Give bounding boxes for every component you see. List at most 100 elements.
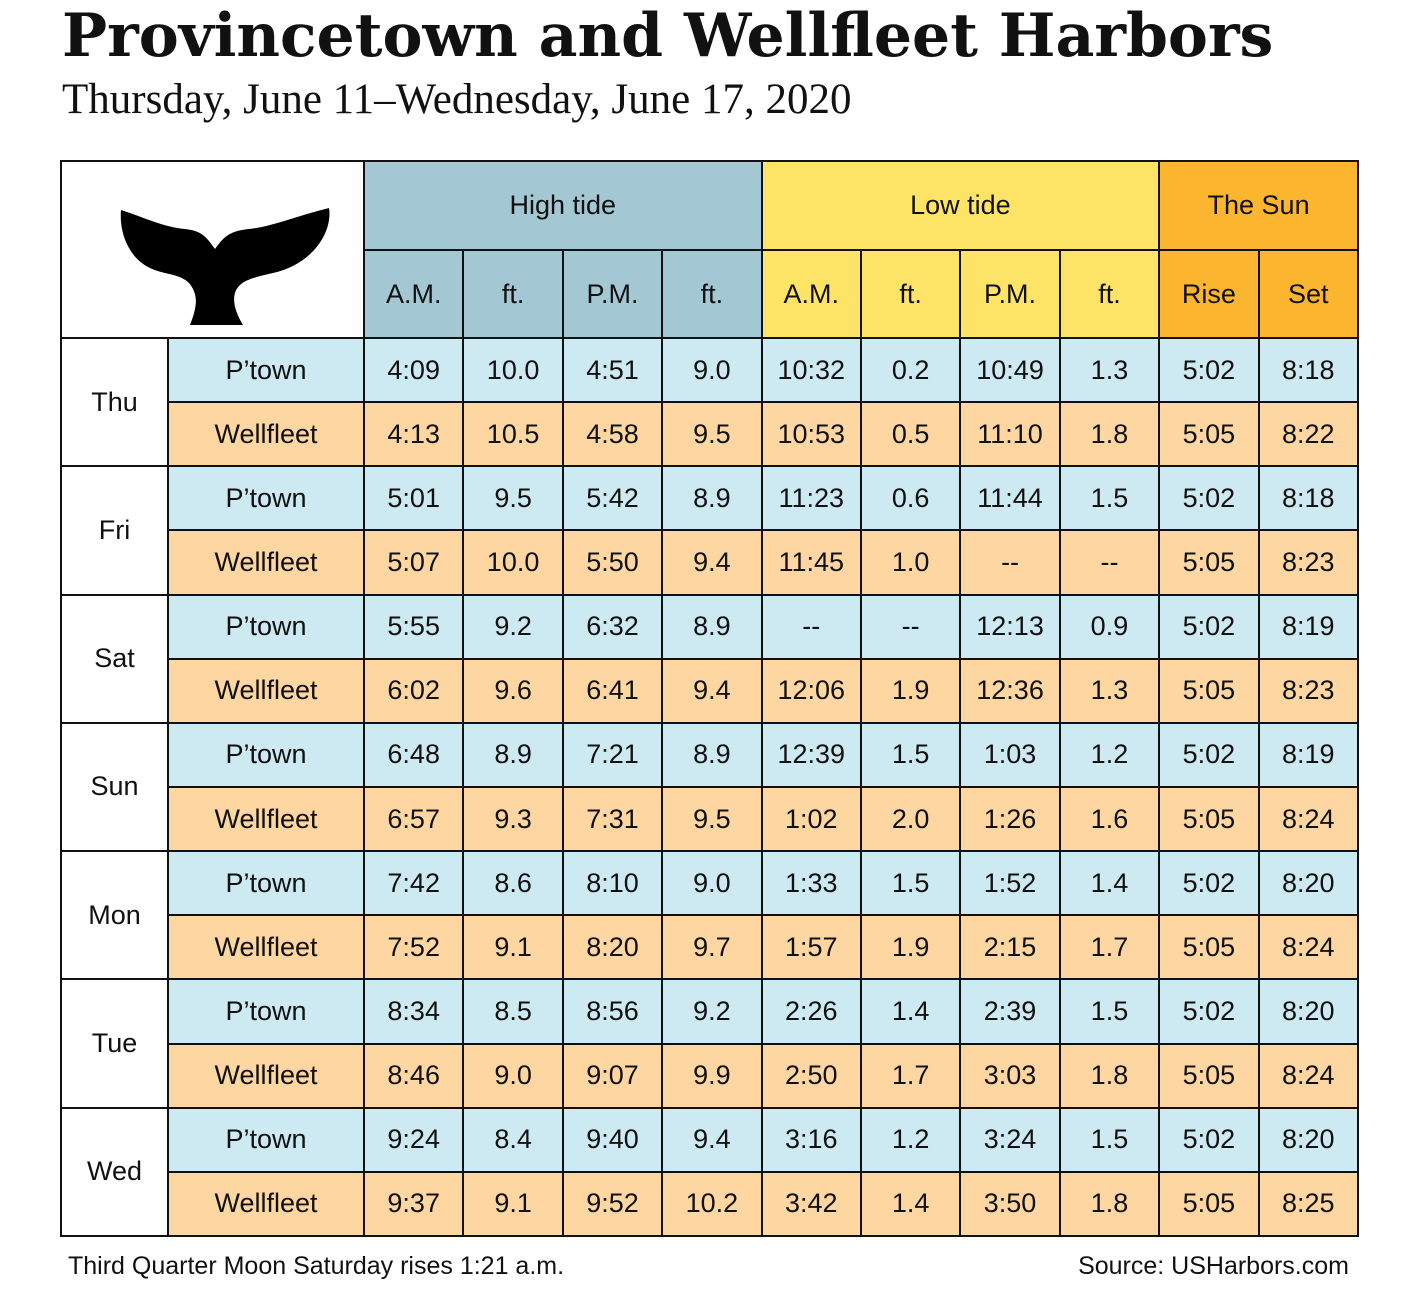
low-pm-ft-cell: 0.9 bbox=[1058, 593, 1161, 660]
low-pm-cell: 3:24 bbox=[959, 1106, 1061, 1173]
source-credit: Source: USHarbors.com bbox=[1078, 1252, 1349, 1280]
sunset-header: Set bbox=[1257, 249, 1359, 339]
high-pm-cell: 5:50 bbox=[561, 529, 664, 596]
high-pm-cell: 7:21 bbox=[561, 721, 664, 788]
low-am-cell: -- bbox=[760, 593, 862, 660]
table-row: Mon P’town 7:42 8.6 8:10 9.0 1:33 1.5 1:52 1.4 5:0… bbox=[60, 850, 1359, 981]
low-am-ft-cell: 1.4 bbox=[859, 978, 962, 1045]
high-pm-cell: 8:56 bbox=[561, 978, 664, 1045]
location-label: P’town bbox=[167, 336, 365, 404]
table-row: Sat P’town 5:55 9.2 6:32 8.9 -- -- 12:13 0.9 5:02 8… bbox=[60, 593, 1359, 724]
high-pm-ft-cell: 9.2 bbox=[661, 978, 763, 1045]
low-tide-header: Low tide bbox=[760, 160, 1161, 251]
sunrise-cell: 5:05 bbox=[1158, 657, 1260, 724]
table-row: Fri P’town 5:01 9.5 5:42 8.9 11:23 0.6 11:44 1.5 5… bbox=[60, 465, 1359, 596]
sunrise-cell: 5:02 bbox=[1158, 593, 1260, 660]
location-label: Wellfleet bbox=[167, 914, 365, 981]
low-am-ft-cell: 1.4 bbox=[859, 1170, 962, 1238]
high-am-ft-cell: 9.2 bbox=[462, 593, 564, 660]
whale-tail-icon bbox=[120, 207, 329, 325]
high-am-cell: 5:55 bbox=[362, 593, 465, 660]
sunrise-cell: 5:05 bbox=[1158, 401, 1260, 468]
high-pm-cell: 8:10 bbox=[561, 850, 664, 917]
high-am-ft-cell: 8.6 bbox=[462, 850, 564, 917]
tide-table-body: Thu P’town 4:09 10.0 4:51 9.0 10:32 0.2 10:49 1.3… bbox=[60, 336, 1359, 1238]
location-label: P’town bbox=[167, 978, 365, 1045]
moon-note: Third Quarter Moon Saturday rises 1:21 a… bbox=[68, 1252, 565, 1280]
sun-header: The Sun bbox=[1158, 160, 1359, 251]
low-am-cell: 11:45 bbox=[760, 529, 862, 596]
table-row: Sun P’town 6:48 8.9 7:21 8.9 12:39 1.5 1:03 1.2 5:… bbox=[60, 721, 1359, 853]
high-pm-cell: 5:42 bbox=[561, 465, 664, 532]
low-am-ft-cell: 2.0 bbox=[859, 785, 962, 853]
low-am-header: A.M. bbox=[760, 249, 862, 339]
high-pm-ft-cell: 8.9 bbox=[661, 465, 763, 532]
low-am-ft-cell: 0.6 bbox=[859, 465, 962, 532]
sunset-cell: 8:18 bbox=[1257, 465, 1359, 532]
sunrise-cell: 5:02 bbox=[1158, 1106, 1260, 1173]
table-row: Wellfleet 8:46 9.0 9:07 9.9 2:50 1.7 3:03 1.8 5:0… bbox=[61, 1042, 1359, 1109]
high-pm-cell: 6:32 bbox=[561, 593, 664, 660]
low-pm-ft-cell: 1.7 bbox=[1058, 914, 1161, 981]
low-am-ft-cell: 1.0 bbox=[859, 529, 962, 596]
day-label: Sun bbox=[60, 721, 169, 853]
high-am-ft-cell: 9.6 bbox=[462, 657, 564, 724]
location-label: Wellfleet bbox=[167, 785, 365, 853]
low-am-ft-cell: 1.2 bbox=[859, 1106, 962, 1173]
table-row: Wellfleet 6:57 9.3 7:31 9.5 1:02 2.0 1:26 1.6 5:0… bbox=[61, 785, 1359, 853]
location-label: P’town bbox=[167, 850, 365, 917]
high-am-cell: 9:37 bbox=[362, 1170, 465, 1238]
high-pm-ft-cell: 9.4 bbox=[661, 657, 763, 724]
location-label: P’town bbox=[167, 721, 365, 788]
sunset-cell: 8:23 bbox=[1257, 529, 1359, 596]
high-am-cell: 5:01 bbox=[362, 465, 465, 532]
sunrise-cell: 5:05 bbox=[1158, 785, 1260, 853]
high-pm-cell: 4:51 bbox=[561, 336, 664, 404]
sunset-cell: 8:24 bbox=[1257, 1042, 1359, 1109]
low-am-cell: 3:42 bbox=[760, 1170, 862, 1238]
sunrise-cell: 5:02 bbox=[1158, 465, 1260, 532]
high-pm-ft-cell: 9.0 bbox=[661, 850, 763, 917]
high-tide-header: High tide bbox=[363, 160, 763, 251]
day-label: Wed bbox=[60, 1106, 169, 1238]
low-pm-ft-cell: 1.8 bbox=[1058, 1170, 1161, 1238]
low-pm-ft-cell: 1.5 bbox=[1058, 465, 1161, 532]
location-label: Wellfleet bbox=[167, 1042, 365, 1109]
high-pm-ft-cell: 9.4 bbox=[661, 529, 763, 596]
high-pm-cell: 4:58 bbox=[561, 401, 664, 468]
low-am-ft-cell: 1.9 bbox=[859, 914, 962, 981]
low-pm-cell: 12:36 bbox=[959, 657, 1061, 724]
day-label: Mon bbox=[60, 850, 169, 981]
high-pm-header: P.M. bbox=[561, 249, 664, 339]
logo-cell bbox=[60, 160, 365, 339]
low-am-ft-cell: -- bbox=[859, 593, 962, 660]
high-pm-cell: 9:07 bbox=[561, 1042, 664, 1109]
low-am-ft-cell: 1.7 bbox=[859, 1042, 962, 1109]
table-row: Wellfleet 7:52 9.1 8:20 9.7 1:57 1.9 2:15 1.7 5:0… bbox=[61, 914, 1359, 981]
low-pm-ft-cell: 1.8 bbox=[1058, 401, 1161, 468]
low-pm-ft-cell: 1.3 bbox=[1058, 336, 1161, 404]
location-label: P’town bbox=[167, 593, 365, 660]
low-am-cell: 10:32 bbox=[760, 336, 862, 404]
location-label: P’town bbox=[167, 1106, 365, 1173]
high-am-cell: 6:02 bbox=[362, 657, 465, 724]
sunset-cell: 8:24 bbox=[1257, 785, 1359, 853]
low-pm-cell: 2:15 bbox=[959, 914, 1061, 981]
sunset-cell: 8:18 bbox=[1257, 336, 1359, 404]
low-am-cell: 12:06 bbox=[760, 657, 862, 724]
high-pm-ft-cell: 9.4 bbox=[661, 1106, 763, 1173]
high-pm-cell: 9:52 bbox=[561, 1170, 664, 1238]
location-label: Wellfleet bbox=[167, 657, 365, 724]
high-am-ft-cell: 8.9 bbox=[462, 721, 564, 788]
low-pm-ft-cell: 1.3 bbox=[1058, 657, 1161, 724]
sunrise-cell: 5:02 bbox=[1158, 336, 1260, 404]
low-am-cell: 1:02 bbox=[760, 785, 862, 853]
low-pm-cell: 1:03 bbox=[959, 721, 1061, 788]
high-am-ft-cell: 10.0 bbox=[462, 529, 564, 596]
location-label: Wellfleet bbox=[167, 401, 365, 468]
high-am-cell: 7:52 bbox=[362, 914, 465, 981]
high-pm-ft-cell: 9.5 bbox=[661, 785, 763, 853]
low-am-ft-cell: 1.5 bbox=[859, 721, 962, 788]
sunset-cell: 8:23 bbox=[1257, 657, 1359, 724]
high-am-ft-cell: 9.1 bbox=[462, 1170, 564, 1238]
